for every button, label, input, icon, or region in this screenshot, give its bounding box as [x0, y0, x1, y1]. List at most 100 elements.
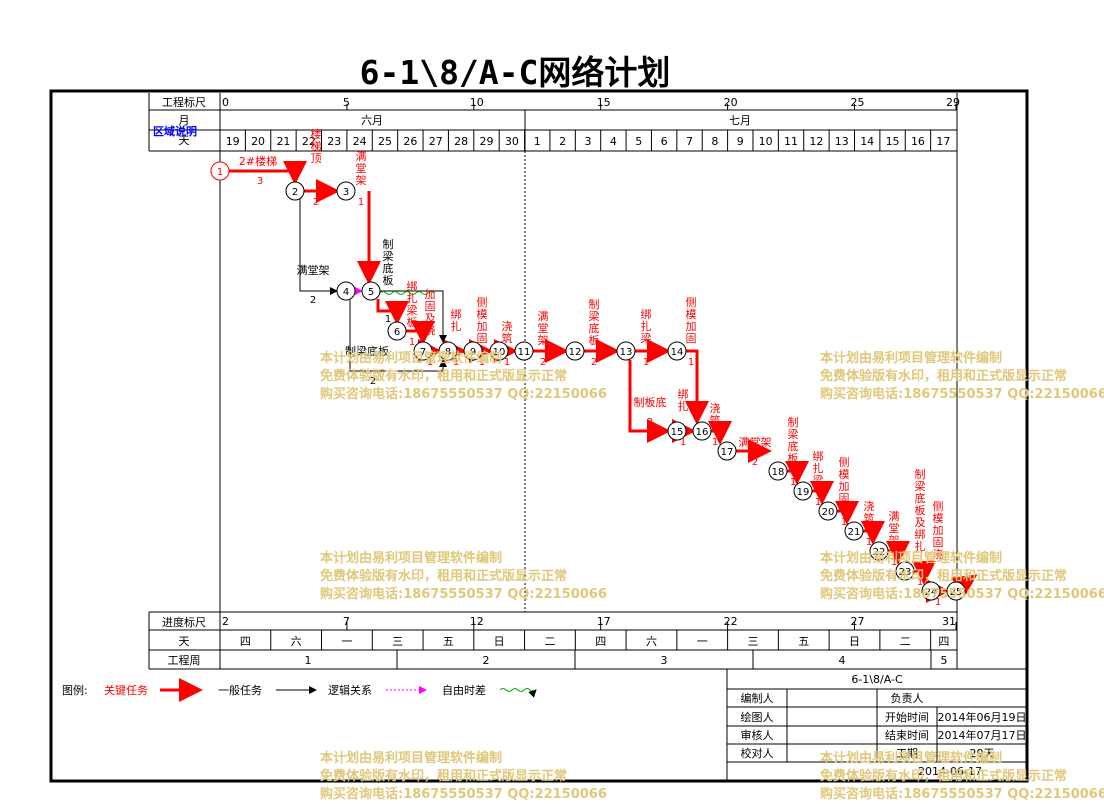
task-label: 侧模加固 1: [477, 296, 488, 368]
week-2: 2: [483, 654, 490, 667]
node-label: 1: [217, 167, 223, 178]
info-end-label: 结束时间: [885, 729, 929, 742]
day-cell: 3: [585, 135, 592, 148]
node-9: 9: [463, 341, 483, 361]
task-duration: 2: [313, 197, 319, 208]
task-name: 满堂架: [739, 436, 772, 449]
progress-tick: 12: [470, 615, 484, 628]
weekday-cell: 二: [544, 635, 555, 648]
node-label: 12: [569, 347, 582, 358]
task-label: 满堂架 2: [538, 310, 549, 368]
task-duration: 1: [917, 577, 923, 588]
task-arrow: [349, 300, 447, 372]
node-label: 18: [772, 467, 785, 478]
day-cell: 28: [454, 135, 468, 148]
node-8: 8: [438, 341, 458, 361]
task-name: 绑扎梁: [641, 308, 652, 345]
info-drawer: 绘图人: [741, 710, 774, 724]
node-label: 23: [899, 567, 912, 578]
node-label: 24: [925, 587, 938, 598]
weekday-cell: 四: [938, 635, 949, 648]
node-label: 4: [343, 287, 349, 298]
day-cell: 25: [378, 135, 392, 148]
critical-task-arrow: [376, 299, 409, 325]
task-duration: 1: [688, 357, 694, 368]
node-label: 8: [445, 347, 451, 358]
task-name: 楼梯顶: [311, 127, 322, 165]
info-block: [726, 669, 1027, 781]
node-21: 21: [844, 521, 864, 541]
float-line: [379, 291, 435, 295]
task-name: 满堂架: [538, 310, 549, 347]
task-label: 满堂架 1: [356, 150, 367, 208]
info-reviewer: 审核人: [741, 728, 774, 742]
node-23: 23: [895, 561, 915, 581]
task-label: 制梁底板及绑扎 1: [915, 468, 926, 588]
node-label: 15: [671, 427, 684, 438]
node-22: 22: [869, 541, 889, 561]
task-duration: 1: [504, 357, 510, 368]
critical-task-arrow: [785, 461, 809, 485]
critical-task-arrow: [628, 360, 671, 443]
task-label: 浇筑 1: [710, 402, 721, 448]
node-label: 2: [292, 187, 298, 198]
task-label: 楼梯顶 2: [311, 127, 322, 208]
task-duration: 1: [358, 197, 364, 208]
task-name: 满堂架: [297, 264, 330, 277]
weekday-cell: 五: [798, 635, 809, 648]
node-label: 3: [343, 187, 349, 198]
task-name: 浇筑: [502, 320, 513, 345]
task-label: 制梁底板 1: [788, 416, 799, 488]
weekday-label: 天: [179, 635, 190, 648]
task-duration: 2: [310, 295, 316, 306]
week-label: 工程周: [168, 654, 201, 667]
critical-task-arrow: [685, 349, 709, 425]
task-label: 加固及浇 1: [425, 288, 436, 368]
info-owner: 负责人: [891, 691, 924, 705]
task-label: 满堂架 2: [297, 264, 330, 306]
weekday-cell: 一: [697, 635, 708, 648]
task-label: 制梁底板 2: [589, 298, 600, 368]
weekday-cell: 四: [240, 635, 251, 648]
node-label: 9: [470, 347, 476, 358]
task-duration: 1: [643, 357, 649, 368]
task-name: 制梁底板: [788, 416, 799, 465]
task-duration: 1: [453, 357, 459, 368]
progress-tick: 22: [724, 615, 738, 628]
day-cell: 30: [505, 135, 519, 148]
task-label: 制板底 2: [634, 395, 667, 428]
node-label: 13: [620, 347, 633, 358]
region-note[interactable]: 区域说明: [153, 124, 197, 138]
task-name: 绑扎: [451, 308, 462, 333]
node-25: 25: [946, 581, 966, 601]
scale-tick: 0: [222, 96, 229, 109]
node-12: 12: [565, 341, 585, 361]
scale-tick: 5: [343, 96, 350, 109]
day-cell: 22: [302, 135, 316, 148]
day-cell: 20: [251, 135, 265, 148]
legend-general-label: 一般任务: [218, 684, 262, 697]
info-start-value: 2014年06月19日: [938, 710, 1027, 724]
node-24: 24: [921, 581, 941, 601]
critical-task-arrow: [950, 574, 978, 598]
node-4: 4: [336, 281, 356, 301]
weekday-cell: 日: [494, 635, 505, 648]
task-label: 制梁底板 1: [383, 238, 394, 325]
progress-tick: 2: [222, 615, 229, 628]
task-duration: 1: [935, 597, 941, 608]
task-label: 绑扎梁 1: [641, 308, 652, 368]
weekday-cell: 一: [341, 635, 352, 648]
critical-task-arrow: [861, 521, 885, 545]
legend-logic-label: 逻辑关系: [328, 683, 372, 697]
task-duration: 2: [540, 357, 546, 368]
task-label: 侧模加固 1: [839, 456, 850, 528]
task-label: 绑扎 1: [451, 308, 462, 368]
info-start-label: 开始时间: [885, 710, 929, 724]
month-label: 月: [179, 114, 190, 127]
task-name: 加固及浇: [425, 288, 436, 337]
weekday-cell: 六: [291, 635, 302, 648]
task-duration: 1: [866, 537, 872, 548]
task-name: 绑扎梁板: [407, 280, 418, 329]
task-name: 2#楼梯: [239, 154, 277, 168]
node-label: 25: [950, 587, 963, 598]
